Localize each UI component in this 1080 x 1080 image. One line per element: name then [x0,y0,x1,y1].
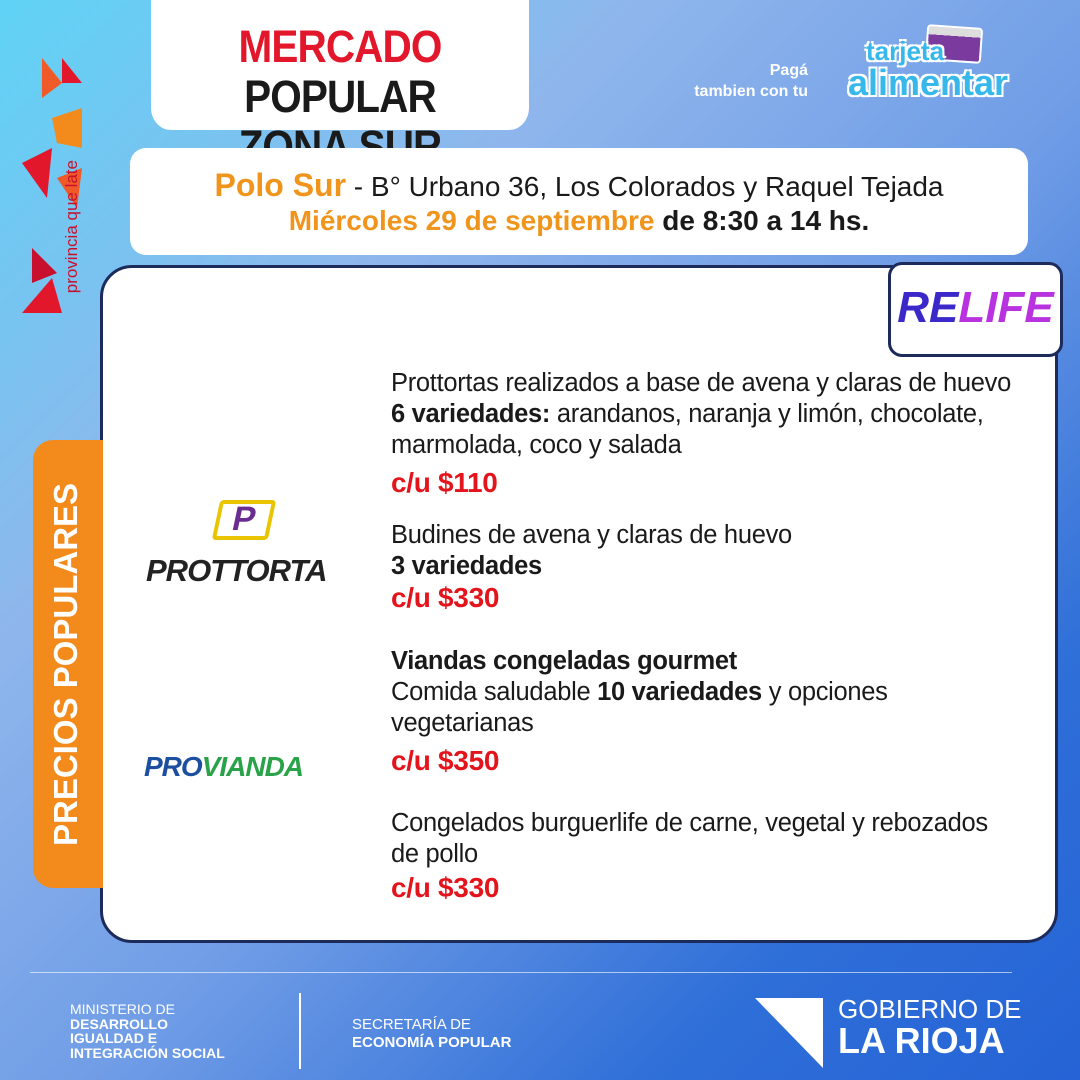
event-place: Polo Sur [214,167,347,203]
logo-line2: alimentar [848,62,1009,103]
desc: Congelados burguerlife de carne, vegetal… [391,809,988,868]
product-item: Prottortas realizados a base de avena y … [391,368,1011,498]
sec-l1: SECRETARÍA DE [352,1016,471,1033]
desc-bold: 3 variedades [391,552,542,580]
ministry-l2: DESARROLLO [70,1015,168,1032]
logo-part: PRO [144,751,203,782]
gob-l2: LA RIOJA [838,1020,1005,1061]
footer-separator [299,993,301,1069]
products-card [100,265,1058,943]
price: c/u $350 [391,745,500,776]
page-title: MERCADO POPULAR ZONA SUR [151,0,529,172]
gob-l1: GOBIERNO DE [838,994,1022,1024]
desc-bold: 6 variedades: [391,400,551,428]
event-address: - B° Urbano 36, Los Colorados y Raquel T… [346,171,944,202]
prottorta-p-icon: P [211,500,277,540]
precios-populares-tab: PRECIOS POPULARES [33,440,103,888]
desc: Prottortas realizados a base de avena y … [391,369,1011,397]
provianda-logo: PROVIANDA [144,751,304,783]
title-red: MERCADO [238,21,443,72]
relife-life: LIFE [958,283,1054,332]
event-info: Polo Sur - B° Urbano 36, Los Colorados y… [130,148,1028,255]
product-item: Viandas congeladas gourmet Comida saludab… [391,646,1011,776]
desc: arandanos, naranja y limón, chocolate, m… [391,400,984,459]
desc-bold: 10 variedades [597,678,762,706]
product-item: Budines de avena y claras de huevo 3 vari… [391,520,1011,613]
relife-logo: RELIFE [888,262,1063,357]
secretaria-logo: SECRETARÍA DE ECONOMÍA POPULAR [352,1016,511,1052]
prottorta-logo: PROTTORTA [146,553,327,589]
logo-part: VIANDA [201,751,304,782]
provincia-logo-icon [22,58,82,313]
sec-l2: ECONOMÍA POPULAR [352,1034,512,1051]
logo-part: PROT [146,553,229,588]
brand-tagline: provincia que late [62,160,81,294]
pay-line1: Pagá [769,62,808,79]
tab-label: PRECIOS POPULARES [47,482,84,846]
event-time: de 8:30 a 14 hs. [654,205,870,236]
payment-text: Pagá tambien con tu [690,60,808,102]
gobierno-logo: GOBIERNO DE LA RIOJA [838,993,1022,1061]
desc-bold: Viandas congeladas gourmet [391,647,738,675]
relife-re: RE [897,283,959,332]
ministry-l1: MINISTERIO DE [70,1001,176,1017]
title-black: POPULAR [244,71,437,122]
ministry-l3: IGUALDAD E [70,1030,158,1046]
ministry-l4: INTEGRACIÓN SOCIAL [70,1044,225,1061]
product-item: Congelados burguerlife de carne, vegetal… [391,808,991,903]
desc: Budines de avena y claras de huevo [391,521,792,549]
price: c/u $330 [391,872,500,903]
ministry-logo: MINISTERIO DE DESARROLLO IGUALDAD E INTEGRA… [70,1002,225,1060]
desc: y opciones vegetarianas [391,678,888,737]
footer-divider [30,972,1012,973]
price: c/u $110 [391,467,498,498]
pay-line2: tambien con tu [694,83,808,100]
logo-line1: tarjeta [866,36,945,66]
tarjeta-alimentar-logo: tarjeta alimentar [848,38,1008,102]
price: c/u $330 [391,582,500,613]
logo-part: TORTA [228,553,327,588]
event-date: Miércoles 29 de septiembre [288,205,655,236]
la-rioja-shape-icon [755,998,823,1068]
desc: Comida saludable [391,678,598,706]
